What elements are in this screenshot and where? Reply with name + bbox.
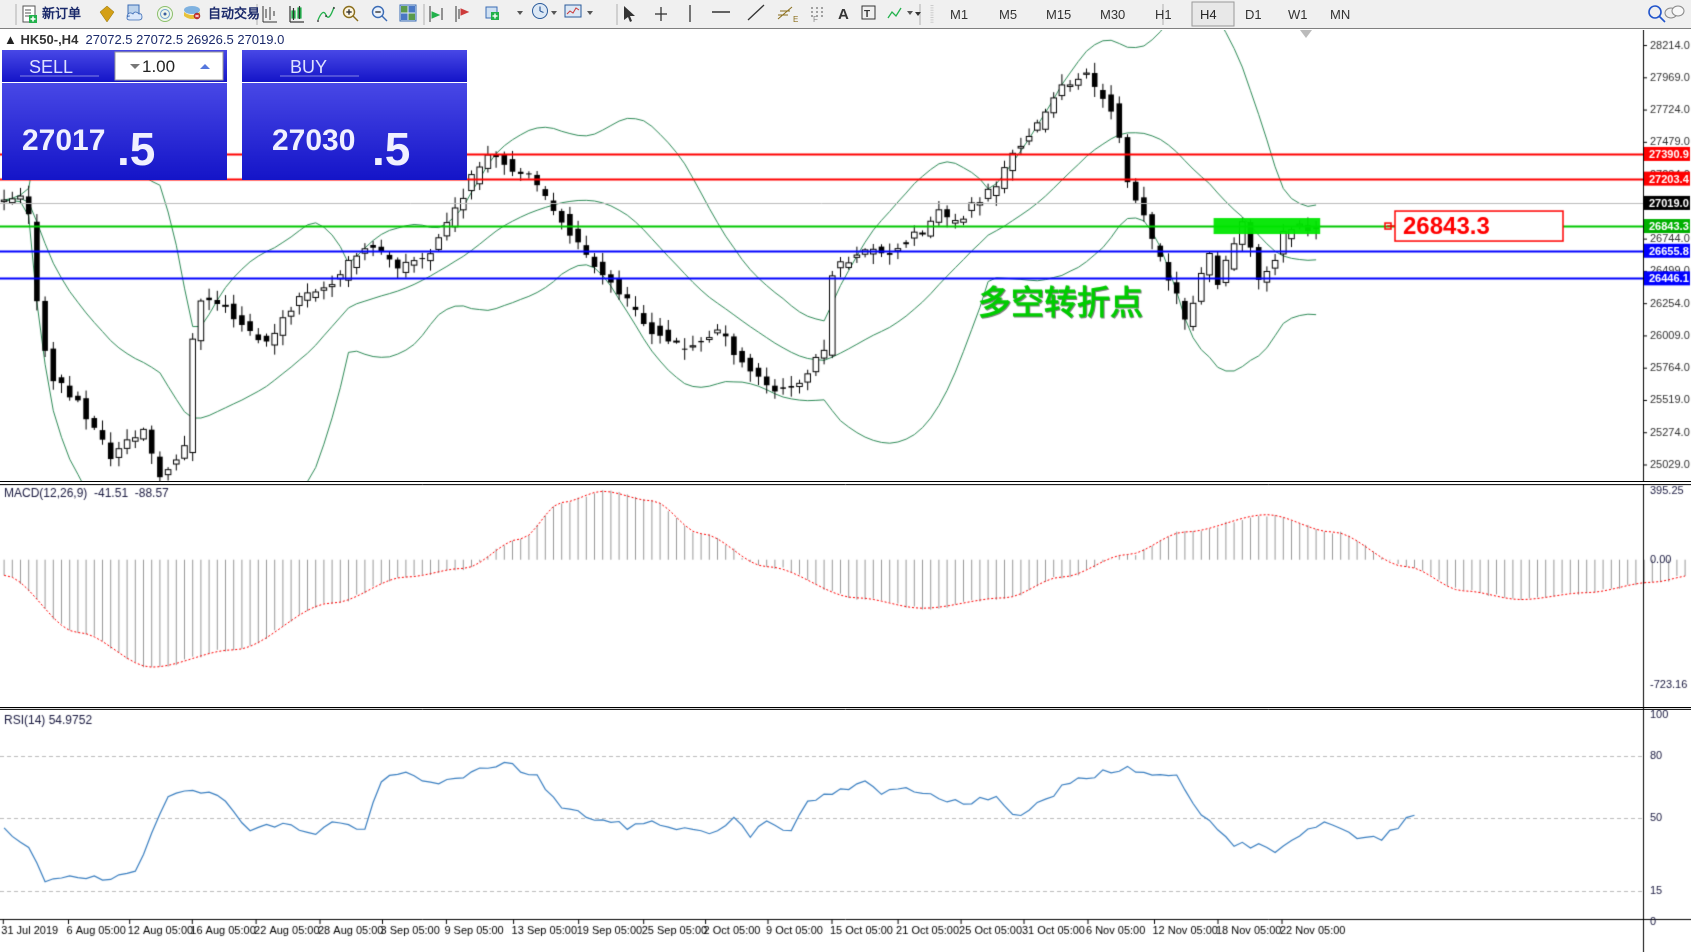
svg-text:T: T xyxy=(864,9,870,20)
svg-text:.5: .5 xyxy=(372,123,410,175)
svg-text:自动交易: 自动交易 xyxy=(208,6,260,21)
svg-text:.5: .5 xyxy=(117,123,155,175)
svg-text:M15: M15 xyxy=(1046,7,1071,22)
svg-text:27030: 27030 xyxy=(272,124,355,157)
svg-text:BUY: BUY xyxy=(290,57,327,77)
svg-text:新订单: 新订单 xyxy=(42,6,81,21)
svg-text:F: F xyxy=(813,15,818,24)
svg-text:M5: M5 xyxy=(999,7,1017,22)
svg-text:H4: H4 xyxy=(1200,7,1217,22)
svg-text:27017: 27017 xyxy=(22,124,105,157)
svg-text:D1: D1 xyxy=(1245,7,1262,22)
svg-text:SELL: SELL xyxy=(29,57,73,77)
svg-text:1.00: 1.00 xyxy=(142,57,175,76)
svg-text:A: A xyxy=(838,6,849,23)
svg-text:MN: MN xyxy=(1330,7,1350,22)
svg-text:W1: W1 xyxy=(1288,7,1308,22)
svg-text:M30: M30 xyxy=(1100,7,1125,22)
svg-text:H1: H1 xyxy=(1155,7,1172,22)
svg-text:E: E xyxy=(793,15,798,24)
svg-text:M1: M1 xyxy=(950,7,968,22)
